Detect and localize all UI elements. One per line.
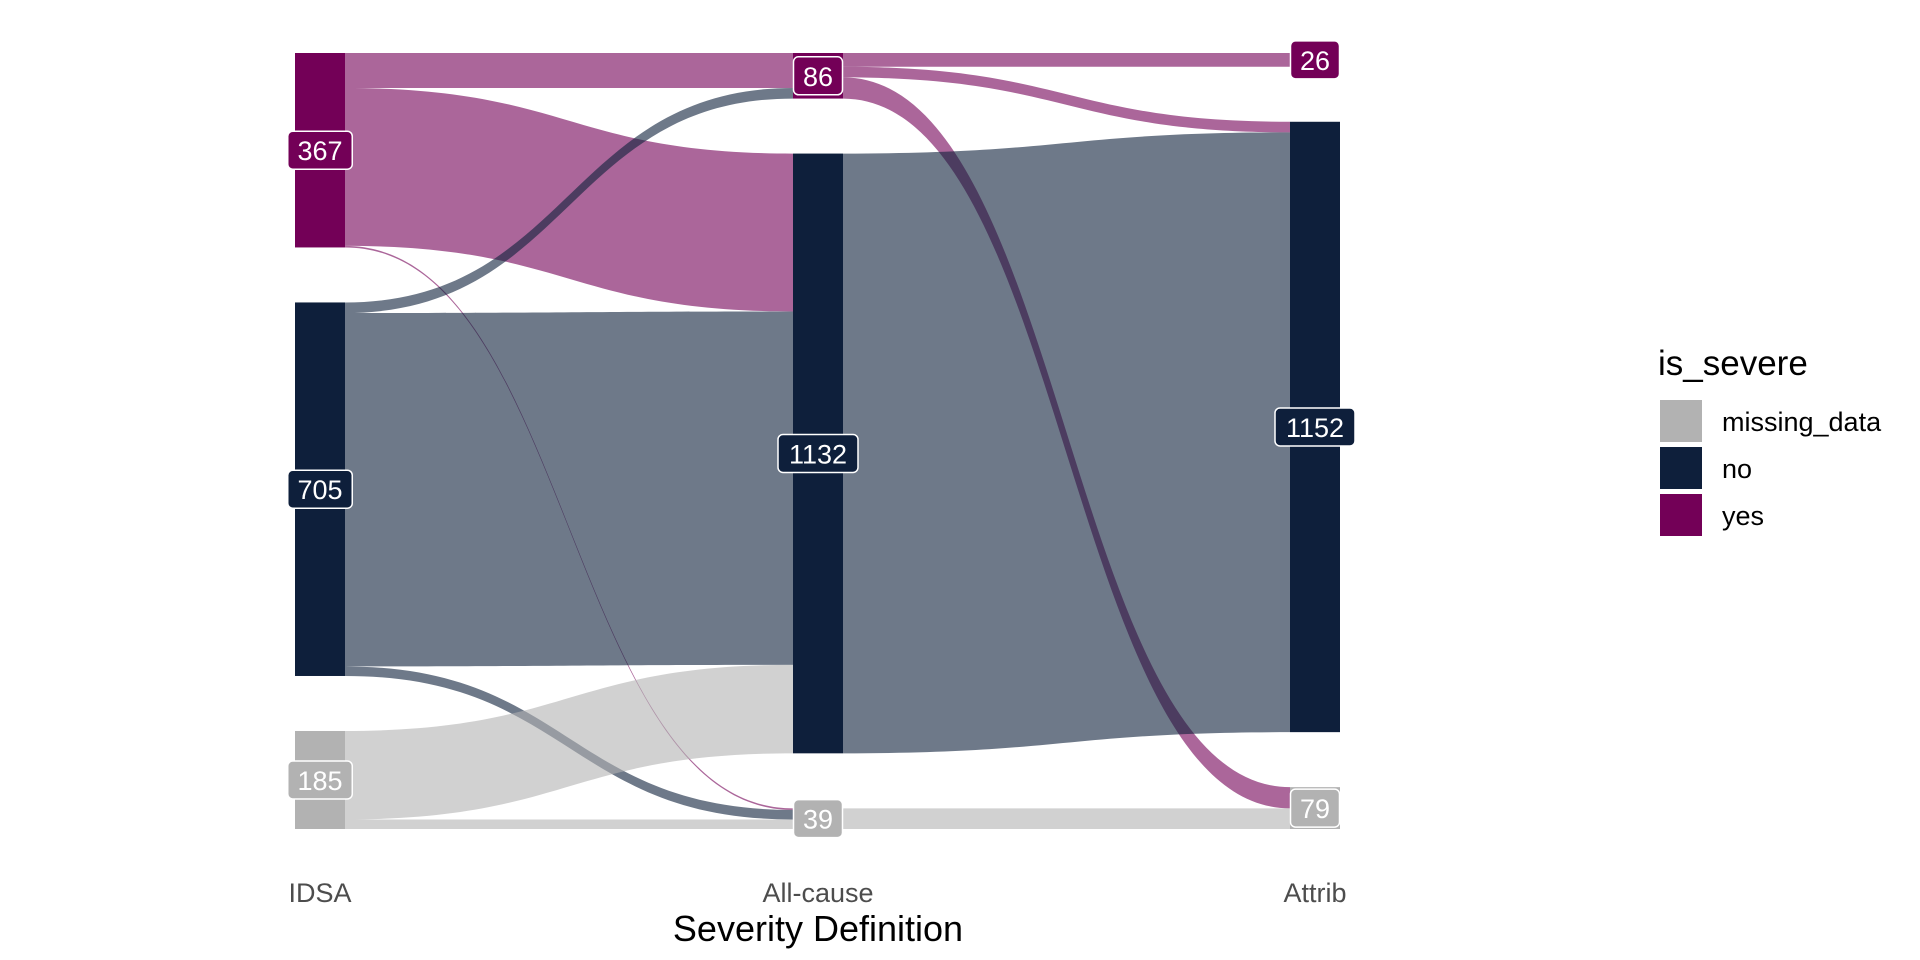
node-label: 185 xyxy=(297,766,342,796)
node-label: 705 xyxy=(297,475,342,505)
node-label: 26 xyxy=(1300,46,1330,76)
flow-idsa-missing_data-to-no xyxy=(345,664,793,820)
node-label-box xyxy=(1289,40,1341,80)
node-label-box xyxy=(792,56,844,96)
legend-label-missing_data: missing_data xyxy=(1722,407,1882,437)
node-label-box xyxy=(777,433,859,474)
legend-title: is_severe xyxy=(1658,344,1808,383)
node-label-box xyxy=(287,760,353,800)
x-tick-label: IDSA xyxy=(288,878,351,908)
flow-allcause-no-to-no xyxy=(843,132,1290,754)
flow-idsa-yes-to-yes xyxy=(345,53,793,88)
node-label-box xyxy=(1289,788,1341,828)
node-label: 86 xyxy=(803,62,833,92)
flow-allcause-yes-to-yes xyxy=(843,53,1290,67)
node-label: 39 xyxy=(803,805,833,835)
node-label: 367 xyxy=(297,136,342,166)
node-label: 1132 xyxy=(789,439,847,469)
x-tick-label: Attrib xyxy=(1283,878,1346,908)
legend-label-yes: yes xyxy=(1722,501,1764,531)
flow-allcause-missing_data-to-missing_data xyxy=(843,808,1290,829)
node-label-box xyxy=(792,798,844,839)
node-label: 79 xyxy=(1300,794,1330,824)
node-labels-layer: 367 705 185 86 1132 39 26 1152 79 xyxy=(287,40,1356,839)
flow-idsa-missing_data-to-missing_data xyxy=(345,819,793,829)
flow-idsa-no-to-yes xyxy=(345,87,793,314)
node-label-box xyxy=(287,130,353,170)
flow-allcause-yes-to-no xyxy=(843,66,1290,133)
legend-label-no: no xyxy=(1722,454,1752,484)
x-axis-title: Severity Definition xyxy=(673,908,963,949)
node-label-box xyxy=(287,469,353,509)
node-label: 1152 xyxy=(1286,413,1344,443)
node-label-box xyxy=(1274,407,1356,447)
flows-layer xyxy=(345,53,1290,829)
legend-swatch-yes xyxy=(1660,494,1702,536)
x-tick-label: All-cause xyxy=(762,878,873,908)
flow-idsa-no-to-no xyxy=(345,311,793,667)
legend-swatch-no xyxy=(1660,447,1702,489)
x-axis-ticks: IDSA All-cause Attrib xyxy=(288,878,1346,908)
legend-swatch-missing_data xyxy=(1660,400,1702,442)
